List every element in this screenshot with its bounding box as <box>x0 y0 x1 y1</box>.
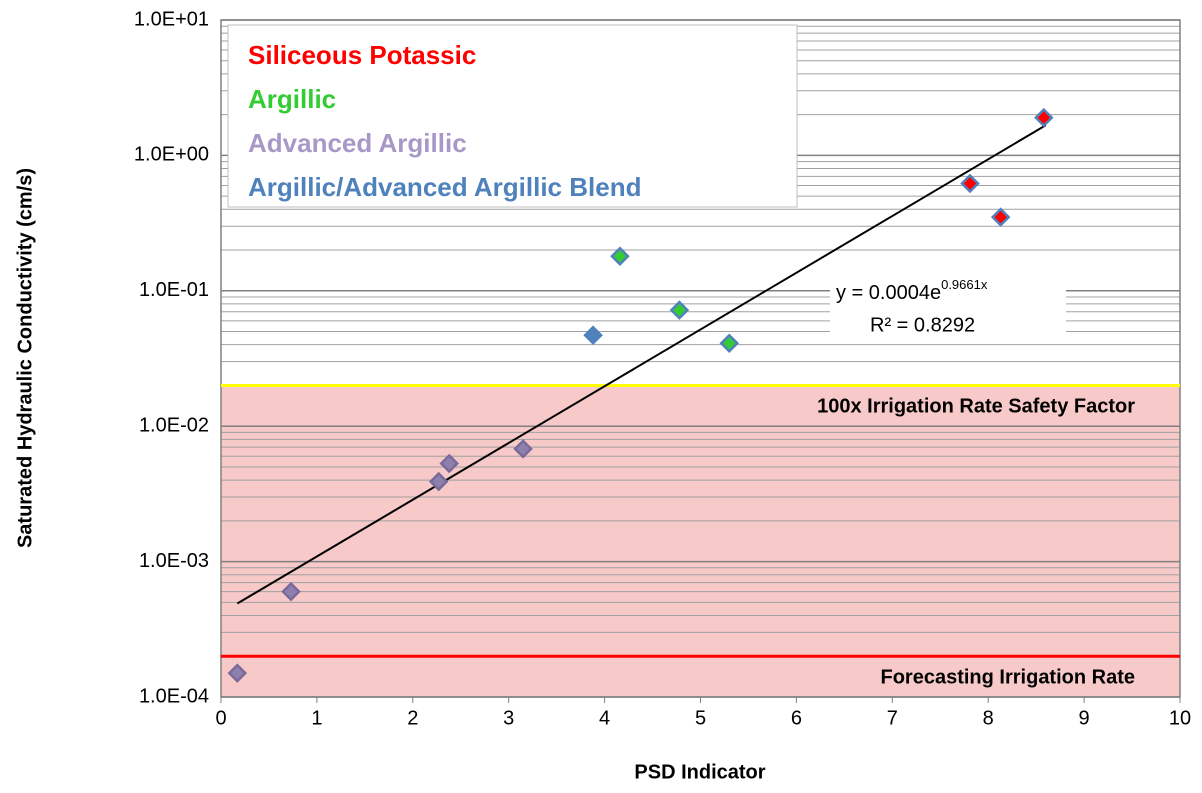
legend-label: Advanced Argillic <box>248 128 467 158</box>
y-tick-label: 1.0E+00 <box>134 144 209 166</box>
data-point <box>439 453 460 474</box>
data-point <box>719 333 740 353</box>
y-tick-label: 1.0E-02 <box>139 414 209 436</box>
trend-equation: y = 0.0004e0.9661x <box>836 277 988 304</box>
y-axis-title: Saturated Hydraulic Conductivity (cm/s) <box>14 168 36 548</box>
x-tick-label: 7 <box>887 707 898 729</box>
data-point <box>1034 107 1054 128</box>
equation-text: y = 0.0004e <box>836 282 941 304</box>
data-point <box>669 300 690 320</box>
x-tick-label: 10 <box>1169 707 1191 729</box>
x-axis-title: PSD Indicator <box>634 761 765 783</box>
x-tick-label: 5 <box>695 707 706 729</box>
x-tick-label: 0 <box>215 707 226 729</box>
legend-label: Siliceous Potassic <box>248 40 476 70</box>
data-point <box>610 246 630 267</box>
x-tick-label: 4 <box>599 707 610 729</box>
legend-box <box>227 24 798 208</box>
legend-label: Argillic/Advanced Argillic Blend <box>248 172 641 202</box>
x-tick-label: 1 <box>311 707 322 729</box>
y-tick-label: 1.0E-03 <box>139 550 209 572</box>
trend-r2: R² = 0.8292 <box>870 314 975 336</box>
data-point <box>513 439 533 459</box>
data-point <box>227 663 248 683</box>
x-tick-label: 8 <box>983 707 994 729</box>
data-point <box>428 471 449 492</box>
trendline <box>236 124 1047 605</box>
y-tick-label: 1.0E-04 <box>139 685 209 707</box>
data-point <box>960 173 980 194</box>
equation-exponent: 0.9661x <box>941 277 988 292</box>
x-tick-label: 9 <box>1079 707 1090 729</box>
x-tick-label: 3 <box>503 707 514 729</box>
y-tick-label: 1.0E+01 <box>134 8 209 30</box>
reference-label: Forecasting Irrigation Rate <box>881 667 1136 689</box>
data-point <box>990 207 1011 227</box>
shaded-region <box>221 385 1180 697</box>
legend-label: Argillic <box>248 84 336 114</box>
data-point <box>583 325 603 345</box>
reference-label: 100x Irrigation Rate Safety Factor <box>817 396 1135 418</box>
x-tick-label: 6 <box>791 707 802 729</box>
x-tick-label: 2 <box>407 707 418 729</box>
equation-box <box>830 278 1066 344</box>
y-tick-label: 1.0E-01 <box>139 279 209 301</box>
data-point <box>281 581 301 602</box>
plot-border <box>220 19 1181 698</box>
